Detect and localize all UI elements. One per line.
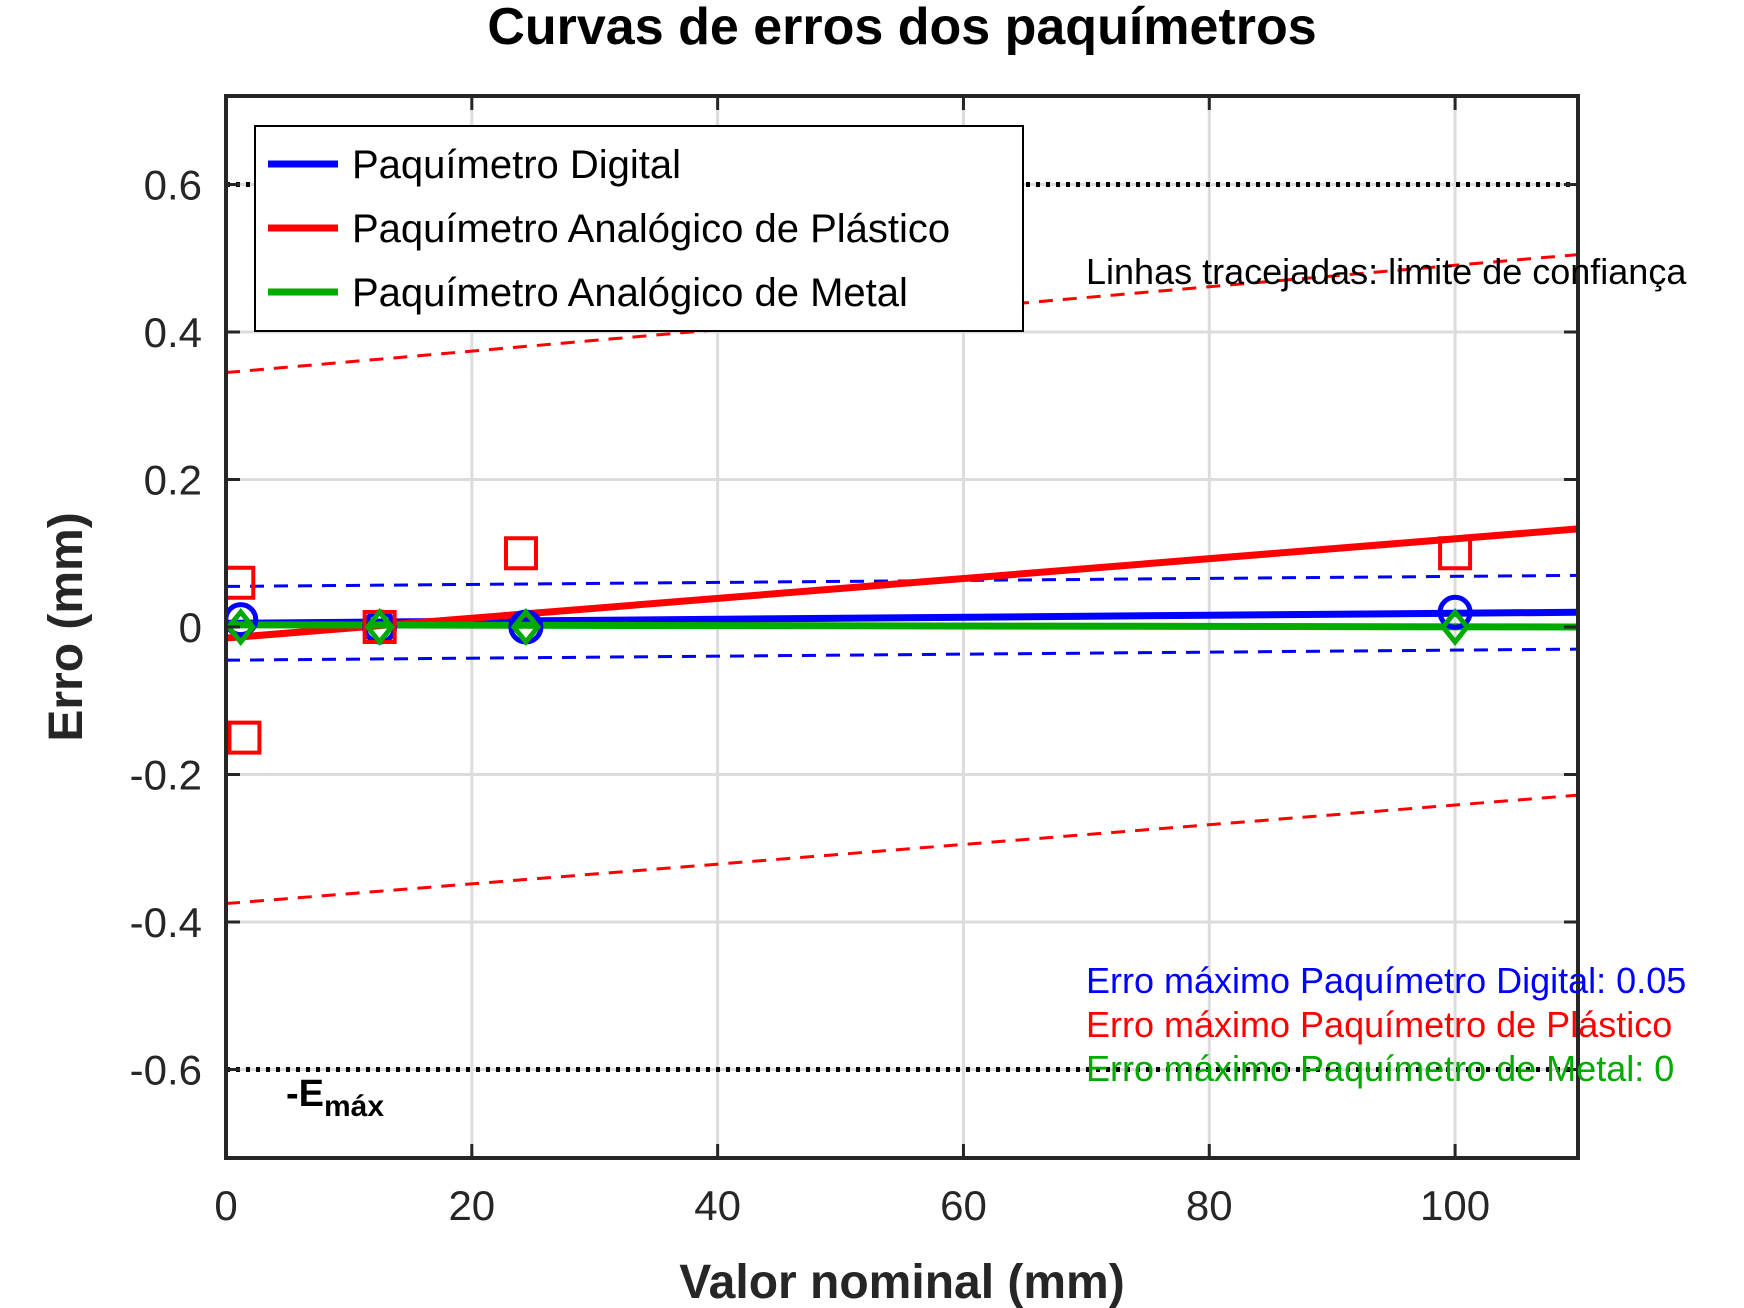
metal-point — [226, 607, 256, 647]
x-tick-label: 100 — [1420, 1182, 1490, 1229]
plastic-fit-line — [226, 525, 1578, 642]
legend: Paquímetro Digital Paquímetro Analógico … — [254, 125, 1024, 332]
digital-confidence-lower-line — [226, 647, 1578, 662]
y-tick-label: -0.6 — [130, 1047, 202, 1094]
legend-box — [254, 125, 1024, 332]
max-error-metal-note: Erro máximo Paquímetro de Metal: 0 — [1086, 1048, 1674, 1089]
plastic-confidence-lower-line — [226, 793, 1578, 906]
x-tick-label: 60 — [940, 1182, 987, 1229]
fit-lines — [226, 525, 1578, 642]
emax-label: -Emáx — [286, 1073, 384, 1123]
x-tick-label: 20 — [448, 1182, 495, 1229]
emax-base: -E — [286, 1073, 324, 1115]
x-tick-label: 0 — [214, 1182, 237, 1229]
x-axis-label: Valor nominal (mm) — [679, 1256, 1124, 1308]
plastic-point — [227, 720, 262, 755]
max-error-digital-note: Erro máximo Paquímetro Digital: 0.05 — [1086, 960, 1686, 1001]
metal-point — [1439, 607, 1471, 647]
y-axis-label: Erro (mm) — [40, 512, 93, 741]
legend-label-metal: Paquímetro Analógico de Metal — [352, 271, 908, 315]
plastic-point — [1438, 536, 1473, 571]
x-tick-label: 80 — [1186, 1182, 1233, 1229]
legend-label-plastic: Paquímetro Analógico de Plástico — [352, 207, 950, 251]
y-tick-label: -0.4 — [130, 899, 202, 946]
legend-label-digital: Paquímetro Digital — [352, 143, 681, 187]
emax-subscript: máx — [324, 1090, 384, 1123]
y-tick-label: 0.2 — [144, 457, 202, 504]
x-tick-label: 40 — [694, 1182, 741, 1229]
dashed-lines-note: Linhas tracejadas: limite de confiança — [1086, 251, 1687, 292]
y-tick-label: -0.2 — [130, 752, 202, 799]
y-tick-label: 0.6 — [144, 162, 202, 209]
chart-title: Curvas de erros dos paquímetros — [487, 0, 1316, 56]
plastic-point — [226, 565, 256, 600]
tick-labels: 0 20 40 60 80 100 -0.6 -0.4 -0.2 0 0.2 0.4 0.6 — [130, 162, 1491, 1230]
axis-ticks — [224, 96, 1578, 1158]
digital-point — [1437, 594, 1473, 630]
y-tick-label: 0.4 — [144, 309, 202, 356]
digital-point — [226, 602, 259, 638]
metal-point — [364, 607, 395, 647]
data-markers — [226, 536, 1473, 755]
plastic-point — [503, 536, 538, 571]
metal-fit-line — [226, 621, 1578, 631]
annotation-viewport: Linhas tracejadas: limite de confiança E… — [1086, 251, 1687, 1089]
metal-point — [510, 607, 542, 647]
max-error-plastic-note: Erro máximo Paquímetro de Plástico — [1086, 1004, 1672, 1045]
confidence-bands — [226, 253, 1578, 906]
y-tick-label: 0 — [179, 604, 202, 651]
